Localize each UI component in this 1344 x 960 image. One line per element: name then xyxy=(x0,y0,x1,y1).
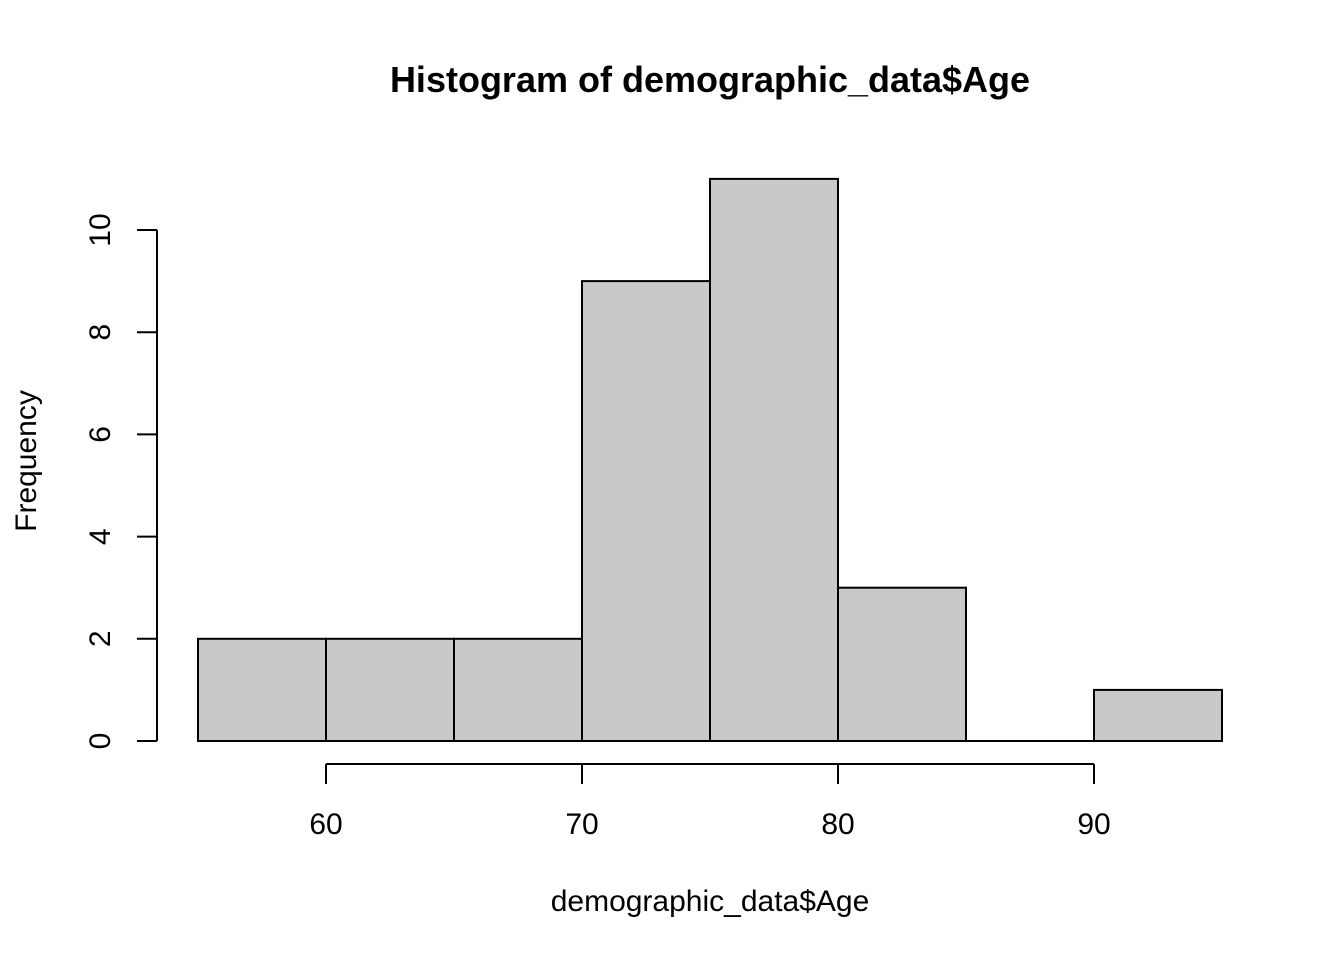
histogram-bar xyxy=(581,280,711,742)
y-tick-label: 4 xyxy=(84,528,117,545)
histogram-bar xyxy=(453,637,583,742)
histogram-bar xyxy=(709,177,839,742)
x-tick-label: 60 xyxy=(309,808,342,841)
y-axis: 0 2 4 6 8 10 xyxy=(84,213,158,750)
histogram-bar xyxy=(837,586,967,743)
y-tick-label: 6 xyxy=(84,426,117,443)
histogram-bar xyxy=(197,637,327,742)
histogram-bar xyxy=(325,637,455,742)
y-tick-label: 10 xyxy=(84,213,117,246)
y-tick-label: 0 xyxy=(84,733,117,750)
bars-layer xyxy=(197,177,1223,743)
x-axis-label: demographic_data$Age xyxy=(551,885,870,918)
y-axis-label: Frequency xyxy=(10,390,43,532)
x-axis: 60 70 80 90 xyxy=(309,763,1111,841)
x-tick-label: 80 xyxy=(821,808,854,841)
x-tick-label: 70 xyxy=(565,808,598,841)
x-tick-label: 90 xyxy=(1077,808,1110,841)
y-tick-label: 2 xyxy=(84,630,117,647)
histogram-bar xyxy=(1093,688,1223,743)
chart-title: Histogram of demographic_data$Age xyxy=(390,59,1030,100)
y-tick-label: 8 xyxy=(84,324,117,341)
